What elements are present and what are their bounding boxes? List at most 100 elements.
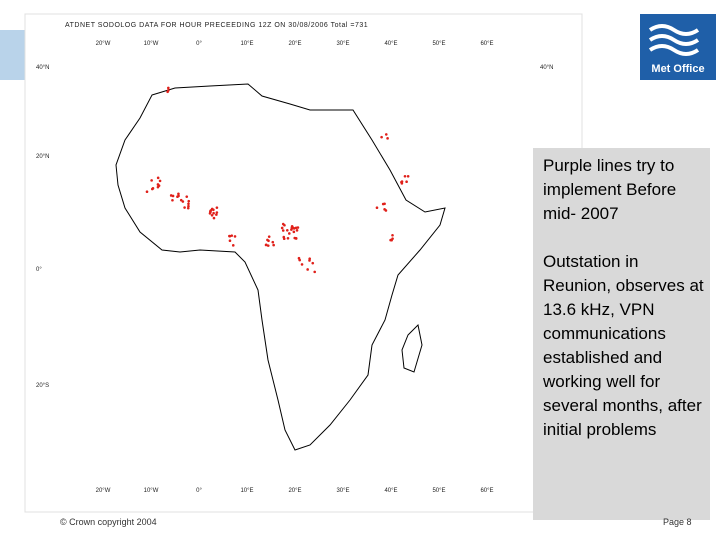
longitude-label: 20°E (288, 41, 301, 47)
longitude-label: 30°E (336, 41, 349, 47)
africa-outline (115, 83, 446, 451)
strike (230, 234, 234, 237)
latitude-label: 40°N (540, 65, 553, 71)
strike (167, 86, 170, 90)
strike (291, 226, 295, 230)
longitude-label: 60°E (480, 488, 493, 494)
strike (406, 174, 410, 178)
longitude-label: 20°W (96, 41, 111, 47)
strike (386, 137, 389, 140)
strike (292, 230, 296, 234)
longitude-label: 0° (196, 488, 202, 494)
strike (215, 206, 219, 209)
strike (267, 239, 270, 243)
logo-text: Met Office (651, 63, 704, 75)
longitude-label: 60°E (480, 41, 493, 47)
note-text: Purple lines try to implement Before mid… (543, 156, 677, 223)
strike (281, 222, 285, 226)
strike (294, 226, 298, 230)
strike (288, 232, 291, 235)
strike (375, 206, 379, 210)
strike (183, 206, 186, 209)
strike (311, 261, 315, 265)
strike (177, 194, 180, 198)
strike (400, 180, 404, 183)
strike (383, 202, 386, 206)
strike (212, 216, 216, 220)
strike (177, 192, 180, 196)
strike (187, 202, 190, 206)
strike (297, 256, 301, 260)
strike (156, 176, 160, 180)
strike (306, 268, 309, 271)
strike (156, 183, 160, 186)
strike (405, 180, 408, 184)
strike (158, 179, 162, 183)
longitude-label: 20°E (288, 488, 301, 494)
strike (294, 237, 298, 240)
logo: Met Office (640, 14, 716, 80)
longitude-label: 10°W (144, 41, 159, 47)
longitude-label: 0° (196, 41, 202, 47)
latitude-label: 0° (36, 267, 42, 273)
strike (300, 263, 304, 266)
strike (233, 235, 237, 238)
strike (380, 135, 383, 139)
longitude-label: 40°E (384, 488, 397, 494)
longitude-label: 20°W (96, 488, 111, 494)
strike (166, 90, 169, 94)
madagascar-outline (401, 323, 423, 373)
map-frame (24, 13, 583, 513)
longitude-label: 50°E (432, 41, 445, 47)
strike (295, 229, 299, 232)
strike (187, 199, 191, 203)
strike (272, 243, 275, 247)
longitude-label: 10°E (240, 488, 253, 494)
copyright: © Crown copyright 2004 (60, 517, 157, 527)
strike (156, 185, 160, 189)
strike (391, 233, 394, 237)
strike (150, 179, 153, 182)
strike (267, 235, 271, 238)
strike (286, 237, 290, 240)
strike (285, 228, 289, 232)
strike (313, 270, 317, 274)
strike (271, 240, 275, 244)
strike (186, 206, 190, 210)
strike (215, 211, 219, 214)
lightning-strokes (145, 86, 410, 274)
strike (212, 211, 215, 215)
strike (280, 226, 284, 230)
latitude-label: 40°N (36, 65, 49, 71)
strike (215, 213, 218, 216)
strike (266, 244, 270, 247)
latitude-label: 20°N (36, 154, 49, 160)
strike (264, 243, 268, 247)
strike (228, 239, 232, 242)
logo-waves (648, 24, 700, 56)
longitude-label: 10°W (144, 488, 159, 494)
strike (281, 229, 285, 232)
strike (308, 259, 311, 262)
strike (187, 204, 190, 208)
strike (384, 133, 388, 136)
strike (171, 198, 174, 202)
strike (169, 194, 173, 197)
longitude-label: 50°E (432, 488, 445, 494)
longitude-label: 10°E (240, 41, 253, 47)
strike (228, 234, 231, 238)
longitude-label: 30°E (336, 488, 349, 494)
strike (384, 209, 388, 212)
strike (208, 212, 212, 215)
strike (179, 198, 183, 202)
strike (210, 213, 214, 217)
strike (389, 238, 392, 242)
note-panel (533, 148, 710, 520)
strike (212, 208, 215, 212)
note-text: Outstation in Reunion, observes at 13.6 … (543, 252, 704, 439)
page-number: Page 8 (663, 517, 692, 527)
strike (185, 195, 189, 198)
map-title: ATDNET SODOLOG DATA FOR HOUR PRECEEDING … (65, 22, 368, 29)
